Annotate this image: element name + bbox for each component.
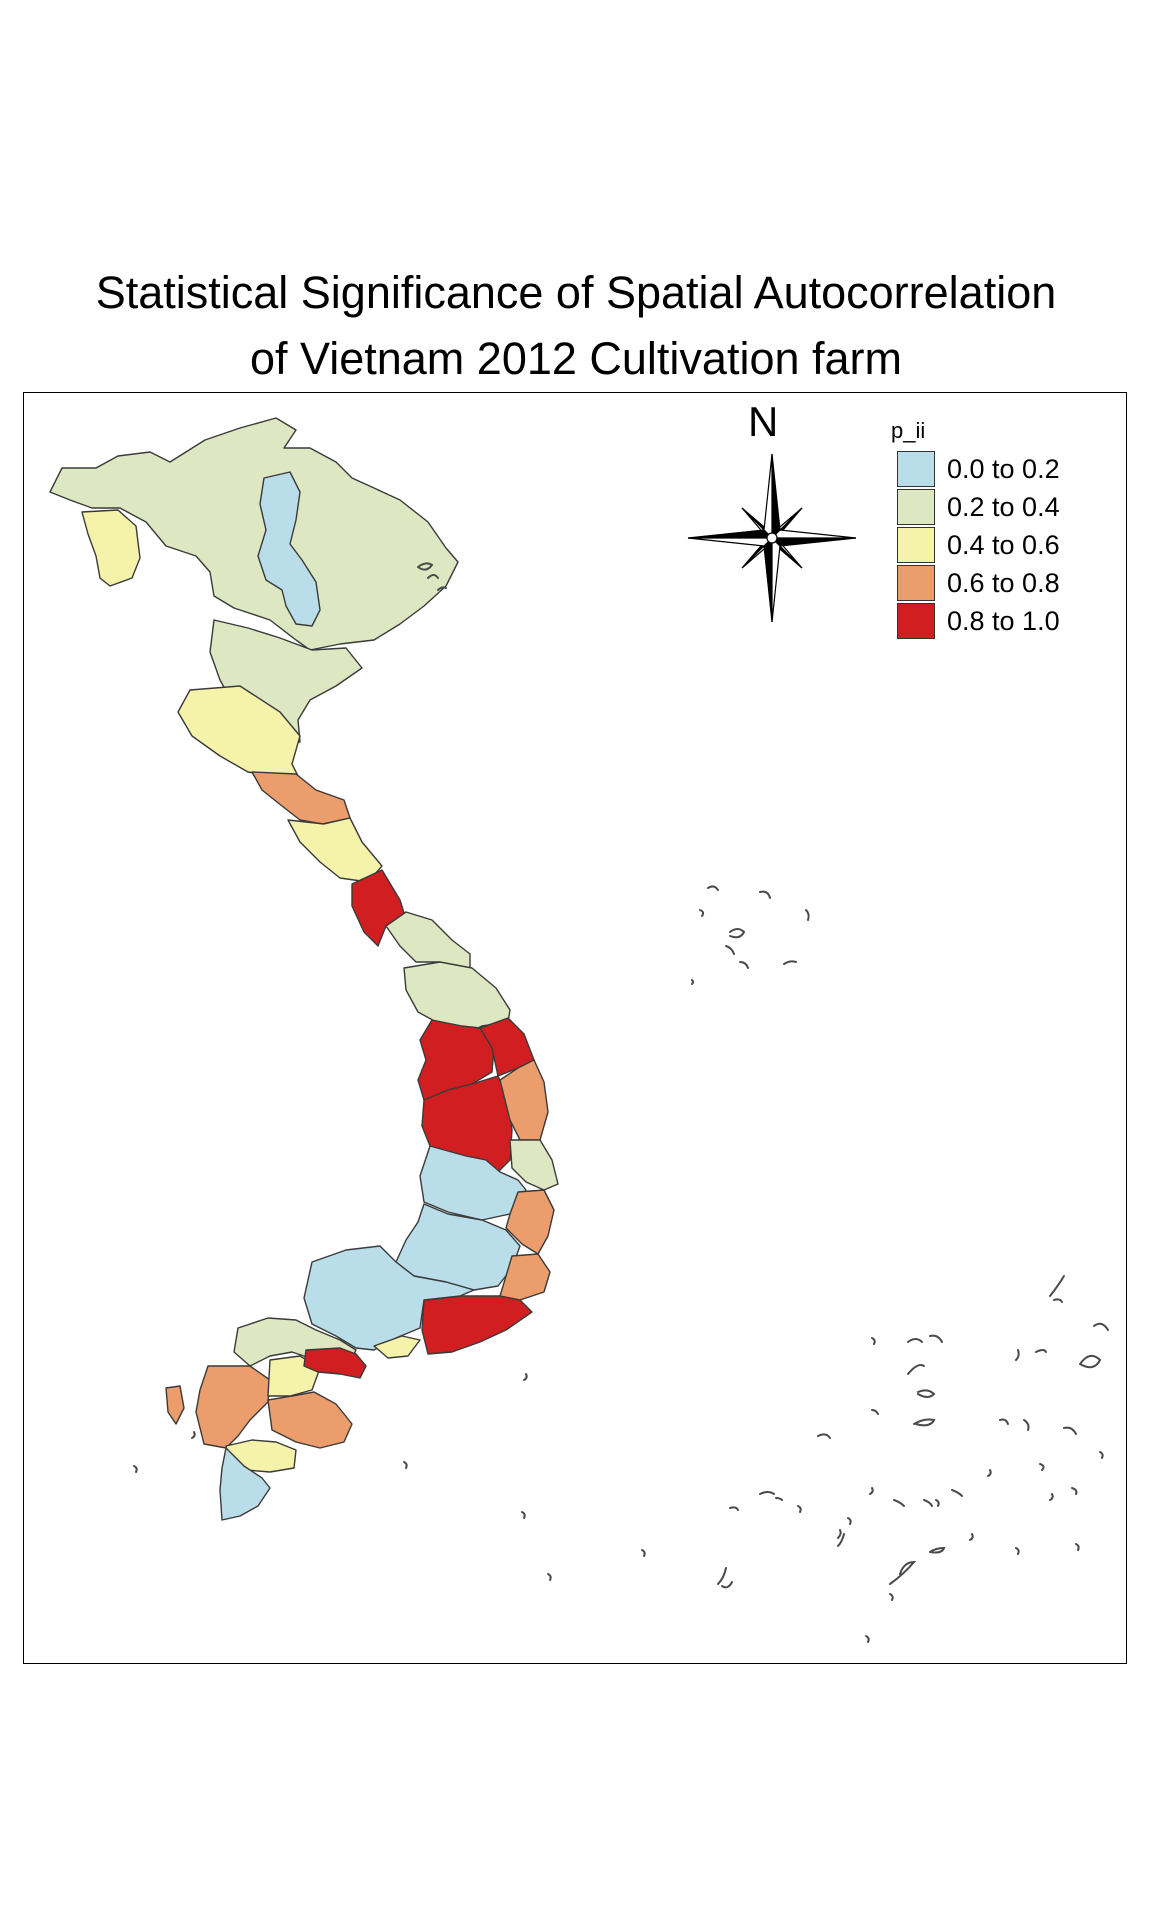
legend-item: 0.0 to 0.2 xyxy=(897,450,1060,488)
legend-swatch xyxy=(897,489,935,525)
province-mekong-west xyxy=(195,1365,271,1449)
legend-swatch xyxy=(897,451,935,487)
legend-label: 0.8 to 1.0 xyxy=(947,605,1060,636)
compass-rose-icon xyxy=(687,453,857,623)
legend-swatch xyxy=(897,527,935,563)
province-mekong-red xyxy=(303,1347,367,1379)
legend-item: 0.6 to 0.8 xyxy=(897,564,1060,602)
province-northwest-border xyxy=(81,509,141,587)
north-label: N xyxy=(748,398,779,445)
legend-swatch xyxy=(897,603,935,639)
legend-item: 0.8 to 1.0 xyxy=(897,602,1060,640)
province-phu-quoc xyxy=(165,1385,185,1425)
province-binh-thuan xyxy=(421,1295,533,1355)
map-title-line-2: of Vietnam 2012 Cultivation farm xyxy=(249,333,903,384)
legend-label: 0.2 to 0.4 xyxy=(947,491,1060,522)
province-central-north-band xyxy=(257,471,321,627)
province-northern-highlands xyxy=(49,417,459,651)
province-polygons xyxy=(49,417,559,1521)
province-ca-mau xyxy=(219,1447,271,1521)
province-phu-yen xyxy=(509,1139,559,1191)
province-vung-tau xyxy=(373,1335,421,1359)
province-nghe-an-coast xyxy=(251,771,351,825)
legend-item: 0.2 to 0.4 xyxy=(897,488,1060,526)
province-ha-tinh xyxy=(287,817,383,883)
offshore-islands xyxy=(133,562,1109,1643)
province-southeast xyxy=(303,1245,475,1351)
province-quang-tri-hue xyxy=(385,911,471,971)
province-mekong-east xyxy=(267,1391,353,1449)
map-title-line-1: Statistical Significance of Spatial Auto… xyxy=(95,267,1057,318)
legend-swatch xyxy=(897,565,935,601)
province-central-highlands-south xyxy=(395,1203,521,1291)
legend-item: 0.4 to 0.6 xyxy=(897,526,1060,564)
legend-label: 0.0 to 0.2 xyxy=(947,453,1060,484)
province-binh-dinh xyxy=(499,1059,549,1141)
legend-label: 0.6 to 0.8 xyxy=(947,567,1060,598)
legend-label: 0.4 to 0.6 xyxy=(947,529,1060,560)
map-frame xyxy=(23,392,1127,1664)
legend-title: p_ii xyxy=(891,418,926,443)
